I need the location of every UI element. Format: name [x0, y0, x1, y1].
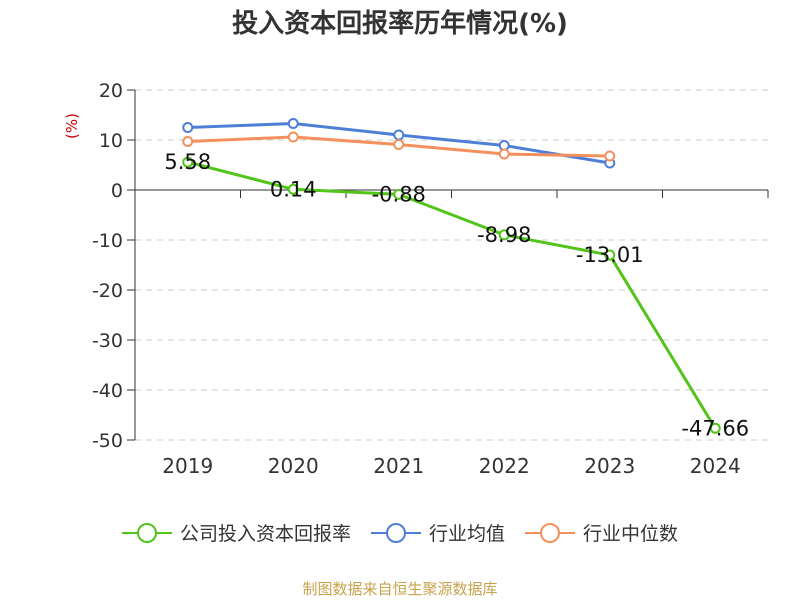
data-label: 5.58	[164, 150, 211, 174]
legend-item-2[interactable]: 行业中位数	[525, 519, 678, 546]
y-tick-label: -40	[92, 380, 123, 402]
y-tick-label: -50	[92, 430, 123, 452]
y-tick-label: 0	[111, 180, 123, 202]
data-label: -8.98	[477, 223, 531, 247]
data-point	[182, 122, 194, 133]
data-point	[287, 183, 299, 195]
y-tick-label: 20	[99, 80, 123, 102]
y-tick-label: -10	[92, 230, 123, 252]
series-points	[182, 118, 721, 434]
x-tick-label: 2019	[162, 454, 213, 478]
data-label: -47.66	[681, 416, 749, 440]
data-point	[287, 118, 299, 129]
data-label: -13.01	[576, 243, 644, 267]
legend-item-0[interactable]: 公司投入资本回报率	[121, 519, 351, 546]
data-point	[498, 148, 510, 160]
x-tick-label: 2021	[373, 454, 424, 478]
legend-label: 行业中位数	[583, 523, 679, 545]
x-tick-label: 2024	[690, 454, 741, 478]
y-tick-label: -20	[92, 280, 123, 302]
data-point	[393, 188, 405, 200]
data-label: 0.14	[270, 177, 317, 201]
series-lines	[187, 122, 717, 430]
chart-title: 投入资本回报率历年情况(%)	[232, 9, 568, 39]
legend: 公司投入资本回报率 行业均值 行业中位数	[0, 519, 800, 546]
y-axis-label: (%)	[63, 113, 81, 139]
data-point	[182, 136, 194, 147]
legend-marker-icon	[370, 522, 421, 543]
data-point	[287, 131, 299, 143]
source-note: 制图数据来自恒生聚源数据库	[302, 580, 498, 598]
y-tick-label: -30	[92, 330, 123, 352]
x-tick-label: 2023	[584, 454, 635, 478]
y-tick-label: 10	[99, 130, 123, 152]
data-point	[393, 129, 405, 141]
data-labels: 5.58 0.14 -0.88 -8.98 -13.01 -47.66	[164, 150, 749, 440]
data-point	[604, 150, 616, 162]
legend-item-1[interactable]: 行业均值	[370, 519, 505, 546]
data-point	[182, 156, 194, 168]
grid-lines	[135, 89, 768, 441]
x-tick-label: 2022	[479, 454, 530, 478]
legend-label: 公司投入资本回报率	[179, 523, 351, 545]
legend-label: 行业均值	[428, 523, 505, 545]
series-line-0	[187, 160, 717, 430]
data-point	[709, 422, 721, 434]
axes: 20 10 0 -10 -20 -30 -40 -50 2019 2020 2021 2022 2023…	[63, 80, 769, 478]
x-tick-label: 2020	[268, 454, 319, 478]
legend-marker-icon	[121, 522, 172, 543]
data-point	[393, 139, 405, 150]
data-point	[604, 249, 616, 261]
legend-marker-icon	[525, 522, 575, 543]
data-point	[498, 229, 510, 241]
data-label: -0.88	[372, 182, 426, 206]
